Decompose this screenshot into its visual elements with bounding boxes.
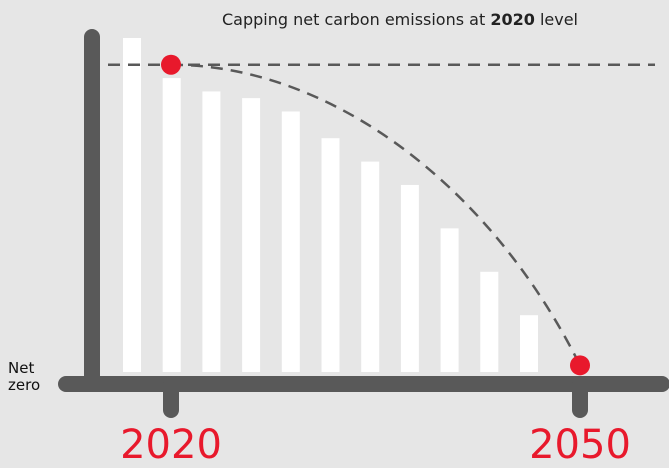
bar [123, 38, 141, 372]
cap-point-marker [161, 54, 181, 75]
chart-title-suffix: level [535, 10, 578, 29]
bar [440, 228, 459, 372]
reduction-curve [170, 63, 582, 366]
bar [400, 184, 419, 372]
x-label-end: 2050 [529, 422, 631, 468]
bar-group [123, 38, 538, 373]
bar [480, 271, 499, 372]
x-label-start: 2020 [120, 422, 222, 468]
bar [242, 98, 261, 373]
bar [361, 161, 380, 372]
y-label-line1: Net [8, 359, 34, 377]
bar [520, 315, 538, 372]
chart-title: Capping net carbon emissions at 2020 lev… [222, 10, 578, 29]
bar [321, 138, 340, 372]
chart-title-highlight: 2020 [490, 10, 535, 29]
chart-title-prefix: Capping net carbon emissions at [222, 10, 490, 29]
bar [162, 78, 181, 372]
bar [281, 111, 300, 372]
y-label-line2: zero [8, 376, 40, 394]
bar [202, 91, 221, 372]
net-zero-point-marker [570, 355, 590, 376]
